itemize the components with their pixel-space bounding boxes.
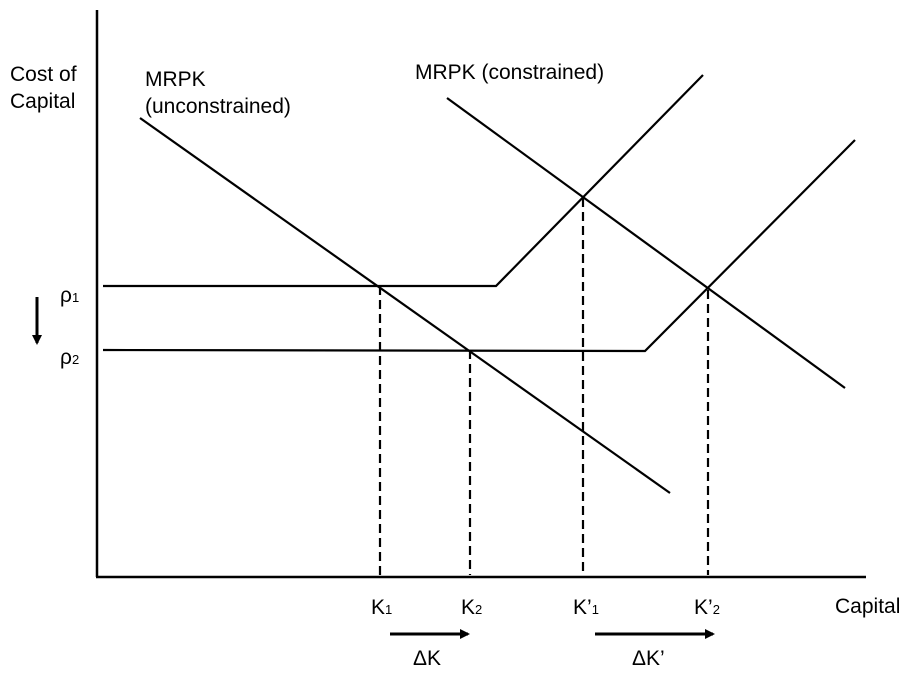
rho2-sub: 2	[72, 352, 79, 367]
mrpk-constrained-line	[446, 97, 846, 389]
mrpk-constrained-label: MRPK (constrained)	[415, 61, 604, 84]
k2-sub: 2	[475, 602, 482, 617]
mrpk-unconstrained-label-line2: (unconstrained)	[145, 95, 291, 118]
supply-curve-rho2	[102, 139, 856, 353]
supply-curve-rho1	[103, 74, 704, 288]
rho2-base: ρ	[60, 346, 72, 369]
k-prime-1-label: K’1	[573, 596, 599, 619]
y-axis-label-line1: Cost of	[10, 63, 77, 86]
mrpk-unconstrained-line	[139, 117, 671, 494]
y-axis-label-line2: Capital	[10, 90, 75, 113]
mrpk-unconstrained-label-line1: MRPK	[145, 68, 206, 91]
delta-k-prime-label: ΔK’	[632, 647, 665, 670]
k1-base: K	[371, 596, 385, 619]
k1-label: K1	[371, 596, 392, 619]
k-prime-1-base: K’	[573, 596, 592, 619]
k-prime-1-sub: 1	[592, 602, 599, 617]
k-prime-2-sub: 2	[713, 602, 720, 617]
k2-base: K	[461, 596, 475, 619]
rho2-label: ρ2	[60, 346, 79, 369]
delta-k-label: ΔK	[413, 647, 441, 670]
k1-sub: 1	[385, 602, 392, 617]
rho1-base: ρ	[60, 284, 72, 307]
x-axis-label: Capital	[835, 595, 900, 618]
k2-label: K2	[461, 596, 482, 619]
k-prime-2-base: K’	[694, 596, 713, 619]
rho1-label: ρ1	[60, 284, 79, 307]
k-prime-2-label: K’2	[694, 596, 720, 619]
rho1-sub: 1	[72, 290, 79, 305]
